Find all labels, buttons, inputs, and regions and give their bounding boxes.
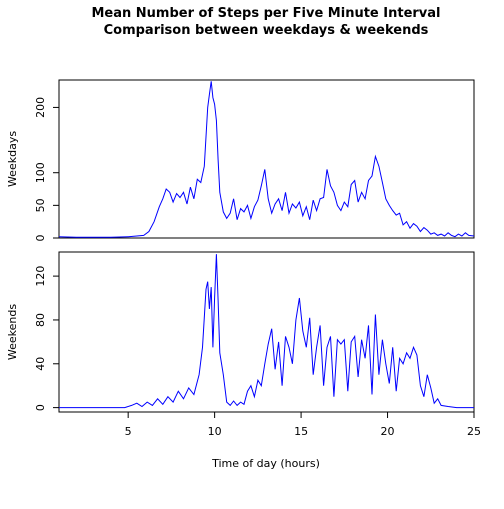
x-tick-label-3: 20 [381, 425, 395, 438]
y-tick-label-weekdays-1: 50 [34, 198, 47, 212]
series-line-weekends [59, 254, 474, 407]
y-axis-label-weekdays: Weekdays [6, 131, 19, 187]
y-tick-label-weekends-1: 40 [34, 357, 47, 371]
x-tick-label-0: 5 [125, 425, 132, 438]
y-tick-label-weekends-2: 80 [34, 313, 47, 327]
panel-frame-weekdays [59, 80, 474, 238]
y-tick-label-weekends-3: 120 [34, 266, 47, 287]
y-tick-label-weekdays-3: 200 [34, 97, 47, 118]
y-tick-label-weekends-0: 0 [34, 404, 47, 411]
y-axis-label-weekends: Weekends [6, 304, 19, 360]
chart-title-line-1: Mean Number of Steps per Five Minute Int… [91, 6, 440, 21]
panel-frame-weekends [59, 252, 474, 412]
x-axis-label: Time of day (hours) [211, 457, 320, 470]
x-tick-label-4: 25 [467, 425, 481, 438]
chart-title-line-2: Comparison between weekdays & weekends [104, 23, 429, 38]
y-tick-label-weekdays-0: 0 [34, 235, 47, 242]
x-tick-label-2: 15 [294, 425, 308, 438]
y-tick-label-weekdays-2: 100 [34, 162, 47, 183]
series-line-weekdays [59, 81, 474, 237]
x-tick-label-1: 10 [208, 425, 222, 438]
